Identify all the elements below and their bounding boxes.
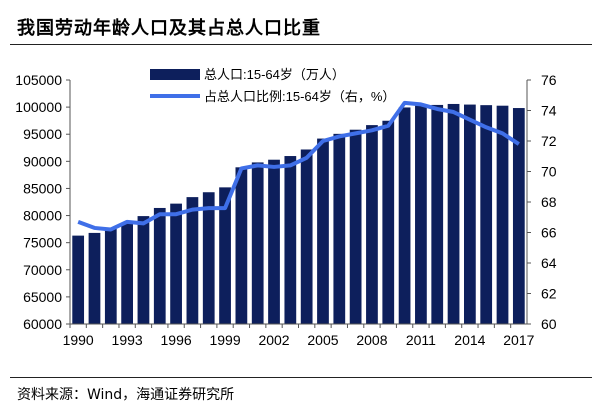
left-tick-label: 75000 [23, 235, 62, 251]
x-tick-label: 2008 [356, 332, 387, 348]
x-tick-label: 2014 [454, 332, 485, 348]
right-tick-label: 70 [541, 164, 557, 180]
source-note: 资料来源：Wind，海通证券研究所 [17, 387, 235, 403]
left-tick-label: 90000 [23, 153, 62, 169]
bar-series [72, 103, 525, 325]
chart-title: 我国劳动年龄人口及其占总人口比重 [17, 18, 321, 39]
ratio-line [77, 100, 520, 232]
legend-bar-label: 总人口:15-64岁（万人） [204, 67, 345, 82]
bar-1996 [170, 203, 182, 324]
right-tick-label: 66 [541, 225, 557, 241]
bar-2002 [268, 159, 280, 324]
bar-2003 [284, 156, 297, 324]
bar-2010 [398, 107, 411, 324]
x-tick-label: 2002 [258, 332, 289, 348]
bar-1999 [219, 187, 231, 324]
x-tick-label: 1993 [112, 332, 143, 348]
x-tick-label: 1990 [63, 332, 94, 348]
right-tick-label: 72 [541, 133, 557, 149]
bar-1998 [202, 192, 215, 324]
bar-1995 [153, 207, 166, 324]
bar-2008 [366, 125, 378, 324]
bar-2016 [496, 105, 509, 324]
bar-2017 [512, 108, 525, 324]
bar-2014 [464, 104, 476, 324]
left-tick-label: 60000 [23, 316, 62, 332]
bar-1993 [121, 223, 133, 324]
bar-1992 [104, 228, 117, 324]
title-divider [10, 44, 592, 45]
right-tick-label: 62 [541, 286, 557, 302]
bar-2006 [333, 133, 346, 324]
bar-1991 [88, 232, 101, 324]
bar-1997 [186, 197, 199, 324]
right-tick-label: 74 [541, 103, 557, 119]
x-tick-label: 1996 [161, 332, 192, 348]
bar-2000 [235, 167, 248, 324]
bar-2015 [480, 105, 493, 325]
left-tick-label: 95000 [23, 126, 62, 142]
left-tick-label: 80000 [23, 208, 62, 224]
bar-2005 [317, 138, 329, 324]
x-tick-label: 2017 [503, 332, 534, 348]
left-tick-label: 65000 [23, 289, 62, 305]
bar-2012 [431, 104, 444, 325]
bar-2009 [382, 120, 395, 324]
x-tick-label: 2005 [307, 332, 338, 348]
legend-line-label: 占总人口比例:15-64岁（右，%） [204, 89, 395, 104]
x-tick-label: 2011 [406, 332, 436, 348]
legend: 总人口:15-64岁（万人） 占总人口比例:15-64岁（右，%） [150, 67, 395, 104]
x-tick-label: 1999 [209, 332, 240, 348]
bar-2001 [251, 162, 264, 324]
bar-2011 [415, 105, 427, 324]
bar-2007 [349, 129, 362, 324]
source-divider [10, 377, 592, 378]
right-tick-label: 64 [541, 255, 557, 271]
bar-1994 [137, 216, 150, 324]
line-series [77, 100, 520, 232]
left-tick-label: 105000 [15, 72, 62, 88]
left-tick-label: 70000 [23, 262, 62, 278]
bar-2013 [447, 103, 460, 325]
left-tick-label: 100000 [15, 99, 62, 115]
left-tick-label: 85000 [23, 180, 62, 196]
right-tick-label: 68 [541, 194, 557, 210]
right-tick-label: 76 [541, 72, 557, 88]
bar-1990 [72, 235, 85, 324]
right-tick-label: 60 [541, 316, 557, 332]
legend-bar-swatch [150, 69, 200, 80]
axes: 60000 65000 70000 75000 80000 85000 90000 95000… [15, 72, 557, 348]
bar-2004 [300, 149, 313, 324]
